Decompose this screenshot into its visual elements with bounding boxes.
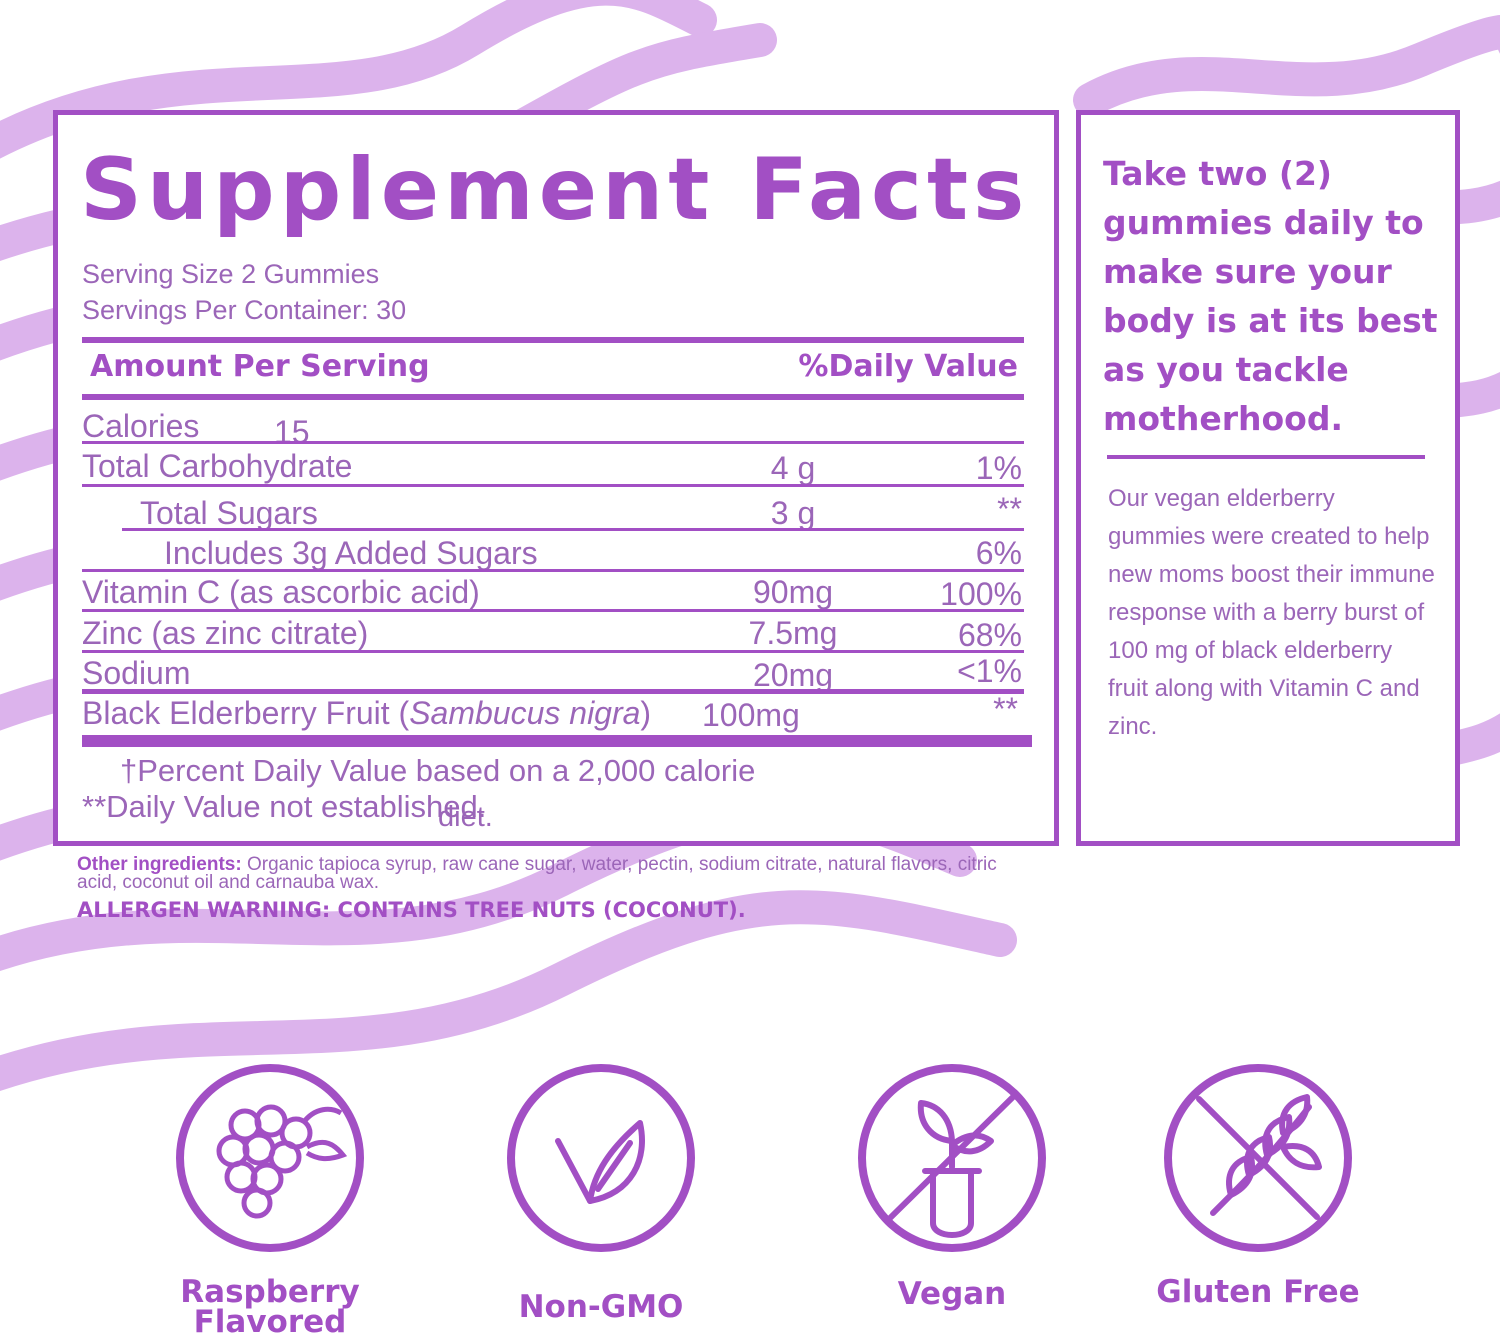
- divider: [82, 394, 1024, 400]
- divider: [82, 650, 1024, 653]
- serving-size: Serving Size 2 Gummies: [82, 259, 380, 289]
- footnote-diet: diet.: [438, 801, 493, 833]
- nutrient-name: Sodium: [82, 655, 191, 691]
- allergen-warning: ALLERGEN WARNING: CONTAINS TREE NUTS (CO…: [77, 898, 746, 922]
- other-ingredients: Other ingredients: Organic tapioca syrup…: [77, 854, 1017, 893]
- table-row: Calories 15: [58, 408, 1058, 448]
- badge-label: Non-GMO: [518, 1289, 684, 1325]
- divider: [82, 484, 1024, 487]
- nutrient-name: Vitamin C (as ascorbic acid): [82, 574, 480, 610]
- nutrient-daily-value: 100%: [940, 576, 1022, 612]
- nutrient-daily-value: 6%: [975, 535, 1022, 571]
- daily-value-header: %Daily Value: [798, 349, 1018, 384]
- nutrient-amount: 7.5mg: [748, 615, 838, 651]
- divider: [82, 609, 1024, 612]
- usage-panel: Take two (2) gummies daily to make sure …: [1076, 110, 1460, 846]
- footnote-daily-value: †Percent Daily Value based on a 2,000 ca…: [120, 753, 756, 788]
- divider: [82, 689, 1024, 694]
- divider: [82, 441, 1024, 444]
- raspberry-icon: [176, 1064, 364, 1252]
- ingredients-label: Other ingredients:: [77, 854, 242, 875]
- nutrient-latin-name: Sambucus nigra: [409, 695, 641, 731]
- usage-heading: Take two (2) gummies daily to make sure …: [1103, 154, 1438, 438]
- nutrient-daily-value: **: [993, 691, 1018, 727]
- table-row: Black Elderberry Fruit (Sambucus nigra) …: [58, 691, 1058, 735]
- nutrient-amount: 3 g: [770, 495, 816, 531]
- nutrient-name: Black Elderberry Fruit (Sambucus nigra): [82, 695, 652, 731]
- table-row: Total Sugars 3 g **: [58, 493, 1058, 533]
- nutrient-daily-value: 1%: [975, 450, 1022, 486]
- table-row: Sodium 20mg <1%: [58, 655, 1058, 695]
- amount-per-serving-header: Amount Per Serving: [90, 349, 430, 384]
- nutrient-amount: 4 g: [770, 450, 816, 486]
- no-wheat-icon: [1164, 1064, 1352, 1252]
- page-title: Supplement Facts: [80, 140, 1030, 240]
- divider: [82, 337, 1024, 343]
- nutrient-amount: 20mg: [752, 657, 834, 693]
- servings-per-container: Servings Per Container: 30: [82, 295, 407, 325]
- nutrient-name: Calories: [82, 408, 200, 444]
- badge-label: Vegan: [897, 1276, 1007, 1312]
- footnote-not-established: **Daily Value not established.: [82, 789, 487, 824]
- leaf-icon: [507, 1064, 695, 1252]
- no-test-tube-icon: [858, 1064, 1046, 1252]
- supplement-facts-panel: Supplement Facts Serving Size 2 Gummies …: [53, 110, 1059, 846]
- ingredients-text: Organic tapioca syrup, raw cane sugar, w…: [77, 854, 997, 893]
- nutrient-daily-value: <1%: [957, 653, 1022, 689]
- table-row: Includes 3g Added Sugars 6%: [58, 535, 1058, 575]
- divider: [82, 735, 1032, 747]
- nutrient-amount: 90mg: [752, 574, 834, 610]
- nutrient-name: Total Carbohydrate: [82, 448, 353, 484]
- badge-gluten-free: Gluten Free: [1148, 1063, 1368, 1340]
- divider: [82, 569, 1024, 572]
- badge-label: Raspberry Flavored: [180, 1274, 360, 1340]
- nutrient-name: Zinc (as zinc citrate): [82, 615, 369, 651]
- nutrient-name-text: Black Elderberry Fruit: [82, 695, 390, 731]
- badge-raspberry: Raspberry Flavored: [160, 1063, 380, 1340]
- table-row: Vitamin C (as ascorbic acid) 90mg 100%: [58, 574, 1058, 614]
- nutrient-name: Total Sugars: [140, 495, 318, 531]
- badge-non-gmo: Non-GMO: [491, 1063, 711, 1340]
- nutrient-name: Includes 3g Added Sugars: [164, 535, 538, 571]
- table-row: Total Carbohydrate 4 g 1%: [58, 448, 1058, 488]
- product-description: Our vegan elderberry gummies were create…: [1108, 485, 1435, 740]
- divider: [122, 528, 1024, 531]
- nutrient-daily-value: 68%: [957, 617, 1022, 653]
- badge-label: Gluten Free: [1156, 1274, 1360, 1310]
- table-row: Zinc (as zinc citrate) 7.5mg 68%: [58, 615, 1058, 655]
- badge-vegan: Vegan: [842, 1063, 1062, 1340]
- divider: [1107, 455, 1425, 459]
- nutrient-amount: 100mg: [702, 697, 800, 733]
- nutrient-daily-value: **: [997, 491, 1022, 527]
- footnote-text: Percent Daily Value based on a 2,000 cal…: [137, 753, 756, 788]
